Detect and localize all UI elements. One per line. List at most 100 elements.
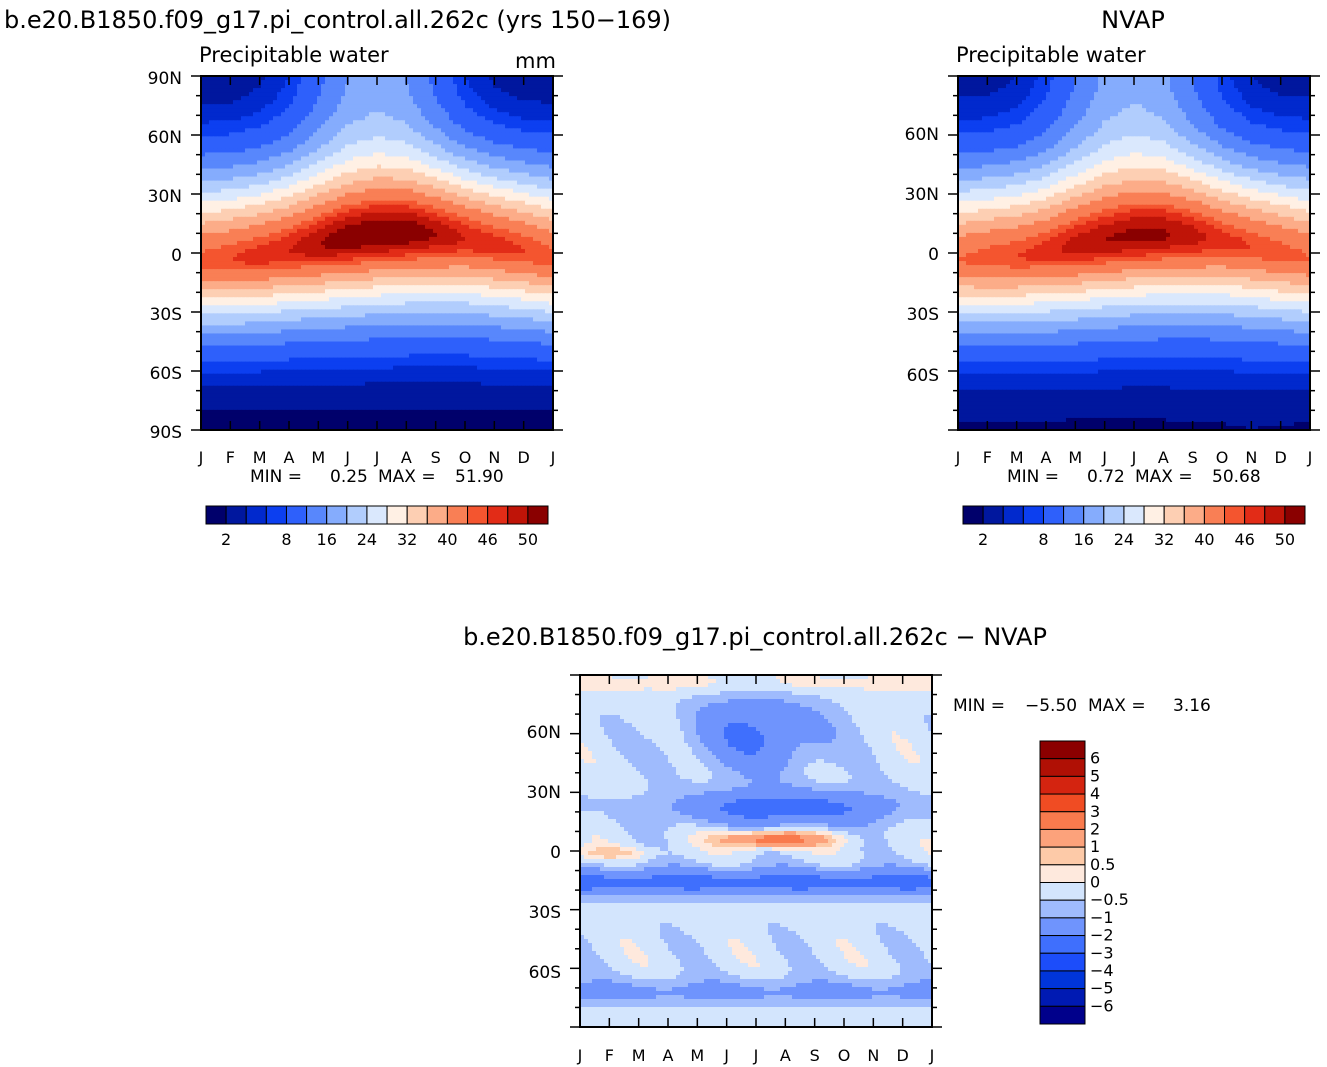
contour-cell <box>501 152 506 158</box>
contour-cell <box>473 76 478 81</box>
contour-cell <box>277 220 282 226</box>
contour-cell <box>209 228 214 234</box>
contour-cell <box>421 132 426 137</box>
contour-cell <box>465 253 470 258</box>
contour-cell <box>381 180 386 186</box>
contour-cell <box>289 180 294 186</box>
contour-cell <box>473 196 478 202</box>
contour-cell <box>417 204 422 210</box>
contour-cell <box>437 232 442 238</box>
contour-cell <box>213 184 218 190</box>
contour-cell <box>241 236 246 242</box>
contour-cell <box>289 216 294 222</box>
contour-cell <box>317 232 322 238</box>
contour-cell <box>313 232 318 238</box>
contour-cell <box>441 248 446 254</box>
contour-cell <box>269 176 274 182</box>
contour-cell <box>533 200 538 206</box>
contour-cell <box>473 265 478 270</box>
contour-cell <box>353 144 358 150</box>
contour-cell <box>201 289 206 294</box>
contour-cell <box>285 108 290 113</box>
contour-cell <box>493 261 498 266</box>
contour-cell <box>465 160 470 166</box>
contour-cell <box>325 132 330 137</box>
contour-cell <box>413 248 418 254</box>
contour-cell <box>377 297 382 302</box>
contour-cell <box>313 140 318 145</box>
contour-cell <box>409 84 414 89</box>
contour-cell <box>473 232 478 238</box>
contour-cell <box>233 128 238 133</box>
contour-cell <box>229 228 234 234</box>
contour-cell <box>245 180 250 186</box>
contour-cell <box>381 124 386 129</box>
contour-cell <box>465 136 470 141</box>
contour-cell <box>509 160 514 166</box>
contour-cell <box>385 176 390 182</box>
contour-cell <box>489 192 494 198</box>
contour-cell <box>393 140 398 145</box>
contour-cell <box>541 84 546 89</box>
contour-cell <box>201 273 206 278</box>
contour-cell <box>469 152 474 158</box>
contour-cell <box>497 180 502 186</box>
contour-cell <box>325 120 330 125</box>
contour-cell <box>253 136 258 141</box>
contour-cell <box>221 204 226 210</box>
contour-cell <box>461 232 466 238</box>
contour-cell <box>281 192 286 198</box>
contour-cell <box>529 208 534 214</box>
contour-cell <box>373 285 378 290</box>
contour-cell <box>305 160 310 166</box>
contour-cell <box>469 208 474 214</box>
contour-cell <box>389 208 394 214</box>
contour-cell <box>317 96 322 101</box>
contour-cell <box>485 176 490 182</box>
contour-cell <box>353 136 358 141</box>
contour-cell <box>253 140 258 145</box>
contour-cell <box>381 148 386 154</box>
contour-cell <box>365 116 370 121</box>
contour-cell <box>405 96 410 101</box>
contour-cell <box>465 144 470 150</box>
contour-cell <box>417 168 422 174</box>
contour-cell <box>209 112 214 117</box>
contour-cell <box>309 188 314 194</box>
contour-cell <box>445 132 450 137</box>
contour-cell <box>509 212 514 218</box>
contour-cell <box>265 148 270 154</box>
contour-cell <box>409 120 414 125</box>
contour-cell <box>533 112 538 117</box>
contour-cell <box>457 152 462 158</box>
contour-cell <box>325 216 330 222</box>
contour-cell <box>233 140 238 145</box>
contour-cell <box>265 168 270 174</box>
contour-cell <box>313 144 318 150</box>
contour-cell <box>505 152 510 158</box>
contour-cell <box>413 208 418 214</box>
contour-cell <box>313 92 318 97</box>
contour-cell <box>261 112 266 117</box>
contour-cell <box>225 180 230 186</box>
contour-cell <box>445 140 450 145</box>
contour-cell <box>429 200 434 206</box>
contour-cell <box>457 208 462 214</box>
contour-cell <box>341 253 346 258</box>
contour-cell <box>273 84 278 89</box>
contour-cell <box>389 124 394 129</box>
contour-cell <box>269 152 274 158</box>
contour-cell <box>425 160 430 166</box>
contour-cell <box>517 261 522 266</box>
contour-cell <box>329 204 334 210</box>
contour-cell <box>453 192 458 198</box>
contour-cell <box>385 289 390 294</box>
contour-cell <box>409 228 414 234</box>
contour-cell <box>525 208 530 214</box>
contour-cell <box>273 144 278 150</box>
contour-cell <box>381 164 386 170</box>
contour-cell <box>525 232 530 238</box>
contour-cell <box>333 301 338 306</box>
contour-cell <box>237 196 242 202</box>
contour-cell <box>521 100 526 105</box>
